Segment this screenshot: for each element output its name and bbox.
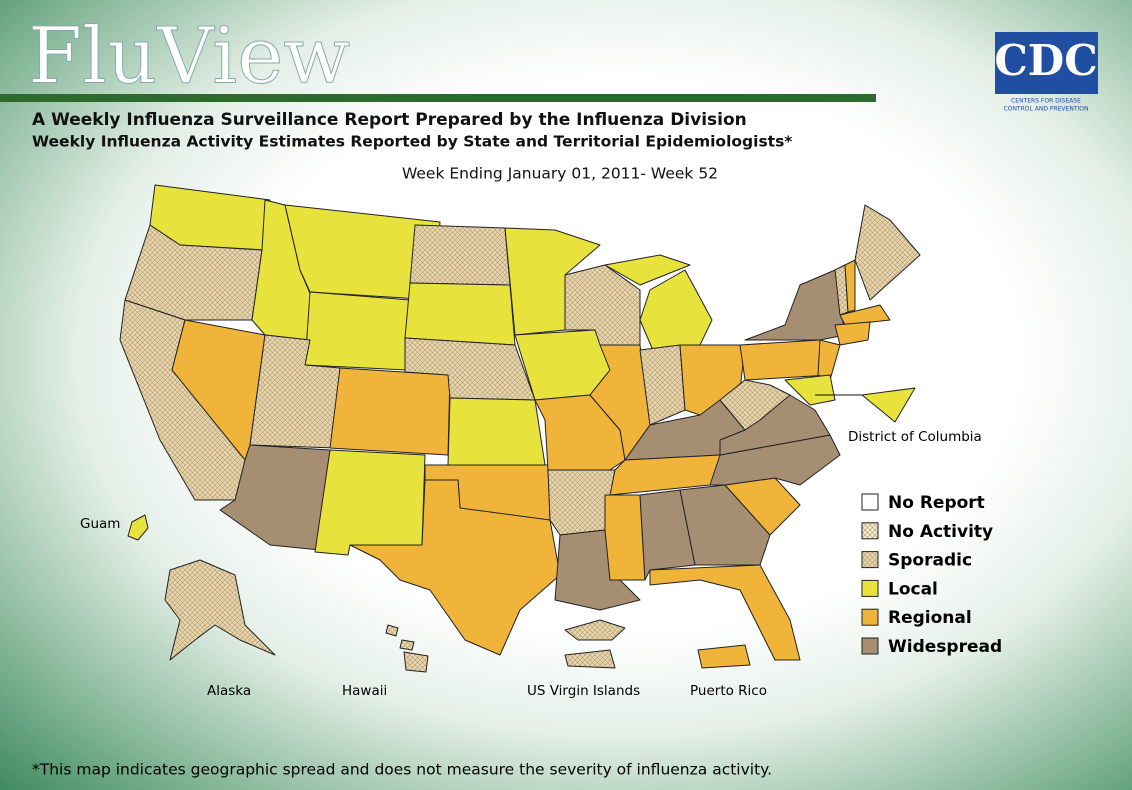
region	[784, 374, 836, 406]
legend-label: No Activity	[888, 522, 993, 542]
region	[861, 387, 916, 423]
legend-swatch	[861, 637, 879, 655]
region	[404, 282, 516, 346]
logo-tagline: CENTERS FOR DISEASE	[1011, 98, 1081, 105]
region	[447, 397, 546, 466]
region	[817, 339, 841, 381]
legend-label: Sporadic	[888, 551, 972, 571]
legend-swatch	[861, 522, 879, 540]
subtitle: A Weekly Influenza Surveillance Report P…	[32, 110, 747, 130]
legend-label: Widespread	[888, 637, 1002, 657]
region	[639, 269, 713, 356]
region	[744, 269, 846, 341]
region	[639, 489, 696, 581]
week: Week Ending January 01, 2011- Week 52	[402, 165, 718, 183]
region	[399, 639, 415, 651]
region	[329, 367, 451, 456]
legend-label: Regional	[888, 608, 972, 628]
legend-swatch	[861, 608, 879, 626]
region	[844, 259, 856, 313]
region	[839, 304, 891, 326]
region	[314, 449, 426, 556]
legend-swatch	[861, 493, 879, 511]
region	[349, 479, 561, 656]
region	[739, 339, 831, 381]
logo-tagline: CONTROL AND PREVENTION	[1004, 106, 1089, 113]
legend-swatch	[861, 551, 879, 569]
region	[304, 291, 411, 371]
region	[403, 651, 429, 673]
footnote: *This map indicates geographic spread an…	[32, 761, 772, 779]
title-bar	[0, 94, 876, 102]
map-label: Alaska	[207, 683, 251, 699]
region	[709, 434, 841, 486]
region	[649, 564, 801, 661]
subtitle: Weekly Influenza Activity Estimates Repo…	[32, 133, 792, 151]
region	[604, 494, 646, 581]
region	[284, 204, 441, 301]
region	[409, 224, 511, 286]
region	[697, 644, 751, 669]
legend-swatch	[861, 579, 879, 597]
map-label: US Virgin Islands	[527, 683, 640, 699]
logo	[995, 32, 1098, 94]
map-label: Puerto Rico	[690, 683, 767, 699]
legend-label: Local	[888, 579, 938, 599]
app-title: FluView	[28, 12, 350, 102]
region	[564, 649, 616, 669]
legend-label: No Report	[888, 493, 985, 513]
logo-text: CDC	[994, 36, 1097, 85]
region	[834, 321, 871, 346]
map-label: District of Columbia	[848, 429, 982, 445]
map-label: Guam	[80, 516, 120, 532]
region	[127, 514, 149, 541]
region	[564, 619, 626, 641]
map-label: Hawaii	[342, 683, 387, 699]
region	[854, 204, 921, 301]
region	[679, 484, 771, 566]
region	[604, 254, 691, 286]
region	[385, 624, 399, 637]
region	[164, 559, 276, 661]
